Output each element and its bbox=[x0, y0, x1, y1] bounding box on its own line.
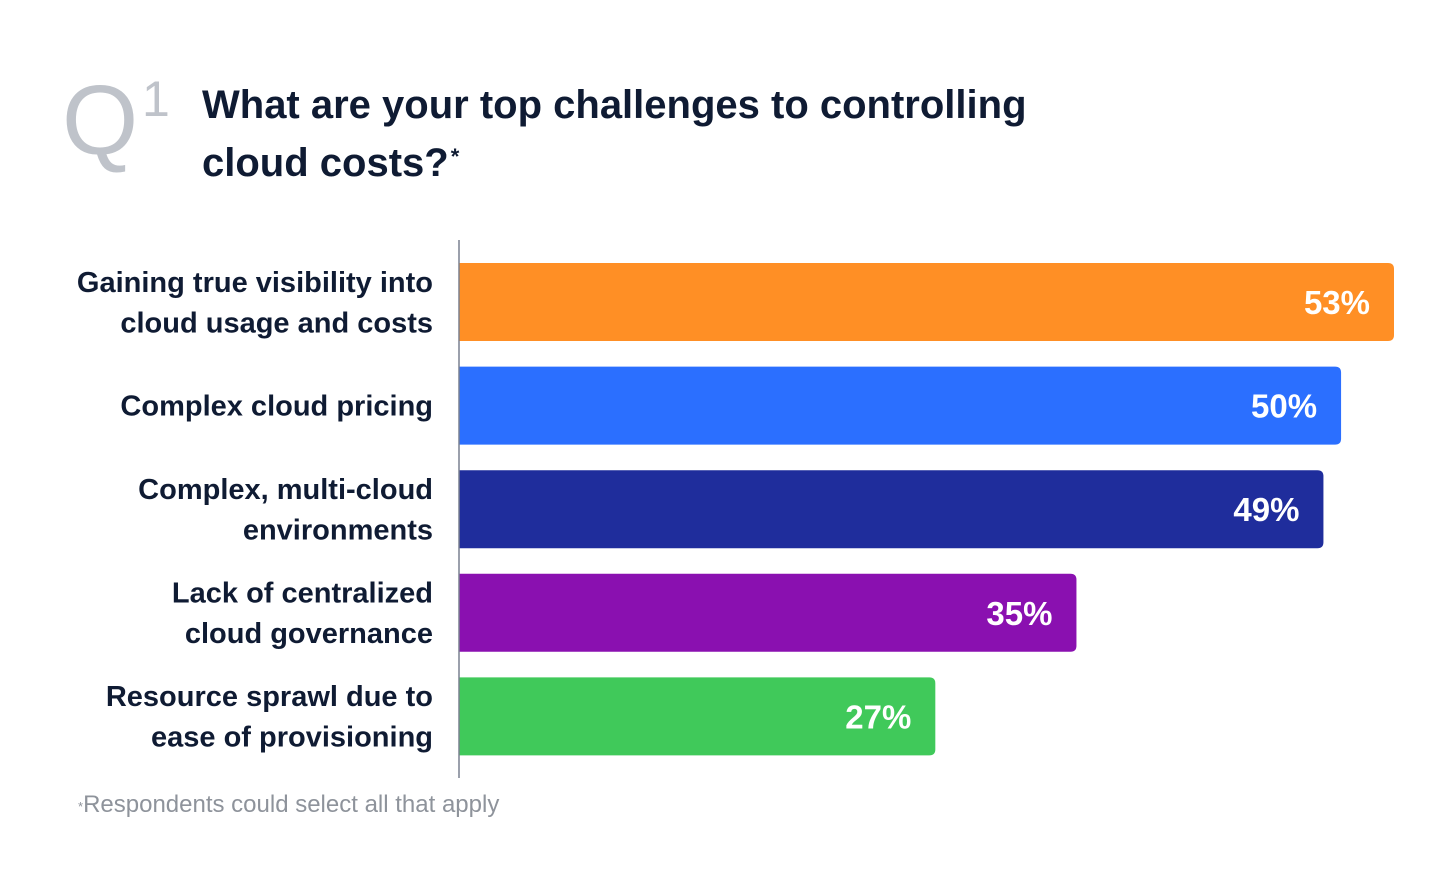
value-label-complex-cloud-pricing: 50% bbox=[1251, 388, 1317, 425]
category-label-complex-multi-cloud-line-2: environments bbox=[243, 514, 433, 546]
bar-chart: 53% Gaining true visibility into cloud usa… bbox=[77, 240, 1394, 778]
question-number: 1 bbox=[142, 71, 170, 127]
value-label-lack-of-centralized: 35% bbox=[986, 595, 1052, 632]
value-label-complex-multi-cloud: 49% bbox=[1233, 491, 1299, 528]
category-label-gaining-true-visibility-into-line-2: cloud usage and costs bbox=[120, 307, 433, 339]
category-label-gaining-true-visibility-into-line-1: Gaining true visibility into bbox=[77, 267, 433, 299]
bar-complex-multi-cloud bbox=[459, 470, 1324, 549]
bar-complex-cloud-pricing bbox=[459, 366, 1342, 445]
footnote: *Respondents could select all that apply bbox=[78, 790, 499, 820]
category-label-complex-multi-cloud-line-1: Complex, multi-cloud bbox=[138, 474, 433, 506]
bar-gaining-true-visibility-into bbox=[459, 263, 1394, 341]
chart-title: What are your top challenges to controll… bbox=[202, 76, 1102, 192]
category-label-lack-of-centralized-line-1: Lack of centralized bbox=[172, 578, 433, 610]
category-label-lack-of-centralized-line-2: cloud governance bbox=[185, 618, 433, 650]
footnote-asterisk: * bbox=[78, 799, 84, 814]
category-label-resource-sprawl-due-to-line-1: Resource sprawl due to bbox=[106, 681, 433, 713]
category-label-complex-cloud-pricing: Complex cloud pricing bbox=[120, 391, 433, 423]
question-letter: Q bbox=[62, 65, 138, 175]
chart-title-text: What are your top challenges to controll… bbox=[202, 83, 1027, 185]
category-label-resource-sprawl-due-to-line-2: ease of provisioning bbox=[151, 722, 433, 754]
bar-resource-sprawl-due-to bbox=[459, 677, 936, 756]
question-badge: Q 1 bbox=[62, 70, 192, 180]
value-label-gaining-true-visibility-into: 53% bbox=[1304, 284, 1370, 321]
bar-lack-of-centralized bbox=[459, 573, 1077, 652]
title-asterisk: * bbox=[450, 144, 460, 169]
value-label-resource-sprawl-due-to: 27% bbox=[845, 698, 911, 735]
footnote-text: Respondents could select all that apply bbox=[83, 791, 500, 818]
